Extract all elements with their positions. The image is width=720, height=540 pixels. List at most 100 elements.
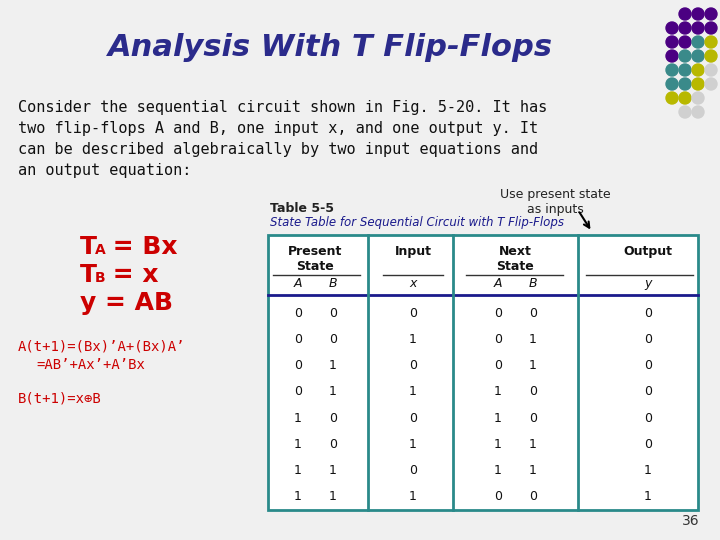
- Text: 1: 1: [494, 411, 502, 424]
- Text: 0: 0: [644, 359, 652, 372]
- Circle shape: [679, 78, 691, 90]
- Text: B(t+1)=x⊕B: B(t+1)=x⊕B: [18, 392, 102, 406]
- Circle shape: [692, 8, 704, 20]
- Text: 0: 0: [409, 359, 417, 372]
- Text: 0: 0: [409, 307, 417, 320]
- Text: 1: 1: [494, 386, 502, 399]
- Text: 1: 1: [409, 490, 417, 503]
- Circle shape: [705, 36, 717, 48]
- Text: 0: 0: [529, 411, 537, 424]
- Text: Consider the sequential circuit shown in Fig. 5-20. It has
two flip-flops A and : Consider the sequential circuit shown in…: [18, 100, 547, 178]
- Text: 1: 1: [644, 464, 652, 477]
- Text: 0: 0: [329, 438, 337, 451]
- Text: 1: 1: [494, 438, 502, 451]
- Text: 1: 1: [294, 411, 302, 424]
- Circle shape: [666, 50, 678, 62]
- Circle shape: [666, 22, 678, 34]
- Text: A(t+1)=(Bx)’A+(Bx)A’: A(t+1)=(Bx)’A+(Bx)A’: [18, 340, 186, 354]
- Circle shape: [692, 22, 704, 34]
- Text: Input: Input: [395, 245, 431, 258]
- Text: 1: 1: [409, 386, 417, 399]
- Text: 1: 1: [329, 359, 337, 372]
- Text: = x: = x: [104, 263, 158, 287]
- Text: B: B: [528, 277, 537, 290]
- Text: 0: 0: [644, 386, 652, 399]
- Text: 0: 0: [644, 333, 652, 346]
- Text: 1: 1: [529, 464, 537, 477]
- Text: 0: 0: [294, 386, 302, 399]
- Text: 0: 0: [494, 307, 502, 320]
- Text: 1: 1: [294, 490, 302, 503]
- Circle shape: [705, 64, 717, 76]
- Text: 0: 0: [644, 307, 652, 320]
- Text: 1: 1: [529, 359, 537, 372]
- Circle shape: [692, 92, 704, 104]
- Text: Output: Output: [624, 245, 672, 258]
- Circle shape: [679, 36, 691, 48]
- Text: A: A: [95, 243, 106, 257]
- Text: 1: 1: [409, 333, 417, 346]
- Text: 1: 1: [294, 464, 302, 477]
- Circle shape: [666, 92, 678, 104]
- Text: T: T: [80, 235, 97, 259]
- Circle shape: [679, 92, 691, 104]
- Circle shape: [679, 50, 691, 62]
- Text: 1: 1: [409, 438, 417, 451]
- Text: 36: 36: [683, 514, 700, 528]
- Text: 0: 0: [329, 411, 337, 424]
- Circle shape: [679, 106, 691, 118]
- Circle shape: [705, 78, 717, 90]
- Text: 1: 1: [644, 490, 652, 503]
- Text: 0: 0: [494, 359, 502, 372]
- Circle shape: [692, 36, 704, 48]
- Text: = Bx: = Bx: [104, 235, 178, 259]
- Circle shape: [692, 50, 704, 62]
- Text: 0: 0: [529, 307, 537, 320]
- Text: 0: 0: [409, 411, 417, 424]
- Text: A: A: [494, 277, 503, 290]
- Text: B: B: [329, 277, 337, 290]
- Text: 0: 0: [494, 490, 502, 503]
- Text: Present
State: Present State: [288, 245, 342, 273]
- Text: B: B: [95, 271, 106, 285]
- Text: Use present state
as inputs: Use present state as inputs: [500, 188, 611, 216]
- Text: 0: 0: [294, 307, 302, 320]
- Text: 1: 1: [529, 333, 537, 346]
- Circle shape: [692, 64, 704, 76]
- Text: 1: 1: [329, 386, 337, 399]
- Circle shape: [692, 78, 704, 90]
- Circle shape: [679, 8, 691, 20]
- Text: 1: 1: [494, 464, 502, 477]
- Text: 0: 0: [294, 359, 302, 372]
- Text: Next
State: Next State: [496, 245, 534, 273]
- FancyBboxPatch shape: [268, 235, 698, 510]
- Text: Analysis With T Flip-Flops: Analysis With T Flip-Flops: [107, 33, 552, 63]
- Text: A: A: [294, 277, 302, 290]
- Text: 0: 0: [529, 490, 537, 503]
- Circle shape: [692, 106, 704, 118]
- Text: State Table for Sequential Circuit with T Flip-Flops: State Table for Sequential Circuit with …: [270, 216, 564, 229]
- Text: 0: 0: [409, 464, 417, 477]
- Text: 0: 0: [529, 386, 537, 399]
- Circle shape: [705, 50, 717, 62]
- Text: 0: 0: [644, 438, 652, 451]
- Text: T: T: [80, 263, 97, 287]
- Text: 1: 1: [529, 438, 537, 451]
- Circle shape: [705, 22, 717, 34]
- Text: x: x: [409, 277, 417, 290]
- Text: 0: 0: [294, 333, 302, 346]
- Text: 1: 1: [294, 438, 302, 451]
- Circle shape: [666, 78, 678, 90]
- Text: 0: 0: [644, 411, 652, 424]
- Text: =AB’+Ax’+A’Bx: =AB’+Ax’+A’Bx: [36, 358, 145, 372]
- Circle shape: [666, 36, 678, 48]
- Text: y = AB: y = AB: [80, 291, 173, 315]
- Text: y: y: [644, 277, 652, 290]
- Text: 0: 0: [494, 333, 502, 346]
- Text: 0: 0: [329, 333, 337, 346]
- Circle shape: [679, 22, 691, 34]
- Text: 1: 1: [329, 464, 337, 477]
- Text: 0: 0: [329, 307, 337, 320]
- Circle shape: [666, 64, 678, 76]
- Text: 1: 1: [329, 490, 337, 503]
